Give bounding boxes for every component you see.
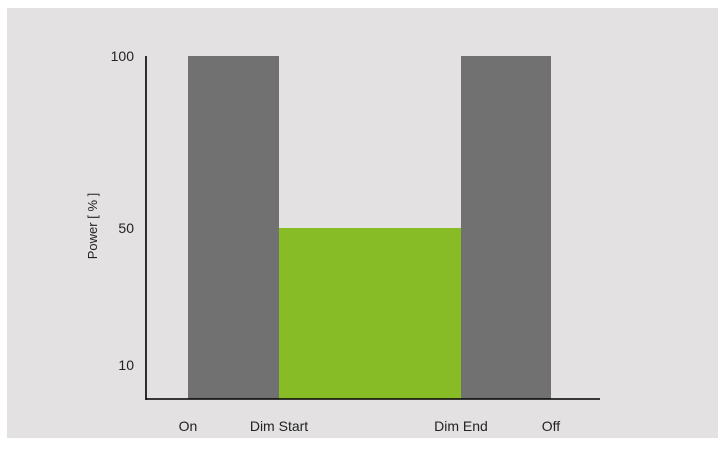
x-tick-labels: On Dim Start Dim End Off [179,418,561,434]
y-tick-labels: 10 50 100 [111,48,135,373]
y-axis-title: Power [ % ] [85,193,100,259]
bars-group [188,56,551,399]
y-tick-label: 10 [118,357,134,373]
x-tick-label: Dim Start [250,418,308,434]
y-tick-label: 50 [118,220,134,236]
bar-2 [461,56,551,399]
bar-1 [279,228,461,399]
y-tick-label: 100 [111,48,135,64]
x-tick-label: Off [542,418,561,434]
bar-0 [188,56,279,399]
x-tick-label: On [179,418,198,434]
x-tick-label: Dim End [434,418,488,434]
